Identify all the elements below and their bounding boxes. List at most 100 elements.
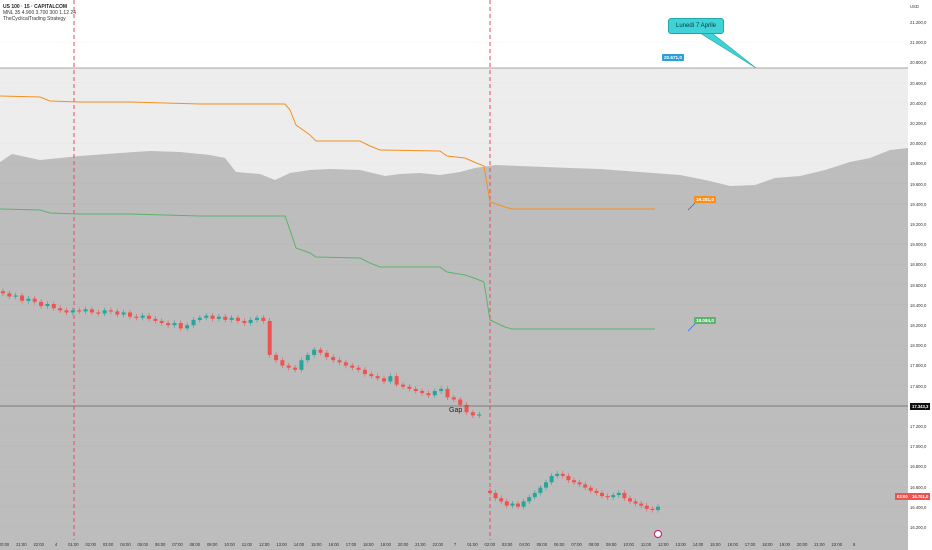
candle-body <box>532 492 537 498</box>
candle-body <box>178 323 183 329</box>
candle-body <box>622 492 627 499</box>
time-tick-label: 06:00 <box>553 542 565 547</box>
price-tick-label: 18.400,0 <box>910 302 927 308</box>
time-tick-label: 22:00 <box>432 542 443 547</box>
price-tick-label: 18.000,0 <box>910 343 927 349</box>
price-tick-label: 19.000,0 <box>910 242 927 248</box>
time-tick-label: 18:00 <box>363 542 374 547</box>
candle-body <box>20 295 25 301</box>
candle-body <box>426 393 431 396</box>
price-tick-label: 17.600,0 <box>910 383 927 389</box>
candle-body <box>350 365 355 368</box>
time-tick-label: 04:00 <box>120 542 131 547</box>
candle-body <box>121 312 126 315</box>
high-level-tag: 20.671,0 <box>662 54 684 61</box>
candle-body <box>108 310 113 312</box>
time-tick-label: 07:00 <box>172 542 183 547</box>
time-tick-label: 15:00 <box>311 542 322 547</box>
candle-body <box>77 310 82 312</box>
candle-body <box>644 505 649 509</box>
candle-body <box>128 312 132 317</box>
candle-body <box>210 315 215 319</box>
price-tick-label: 20.200,0 <box>910 121 927 126</box>
candle-body <box>305 354 310 361</box>
time-tick-label: 10:00 <box>623 542 634 547</box>
candle-body <box>45 303 50 307</box>
candle-body <box>639 503 644 506</box>
time-tick-label: 03:00 <box>102 542 114 547</box>
candle-body <box>159 320 164 324</box>
time-tick-label: 14:00 <box>293 542 305 547</box>
candle-body <box>369 374 374 377</box>
time-tick-label: 19:00 <box>779 542 790 547</box>
time-tick-label: 09:00 <box>206 542 218 547</box>
price-tick-label: 17.200,0 <box>910 424 927 429</box>
candle-body <box>32 298 37 302</box>
candle-body <box>594 490 599 493</box>
candle-body <box>445 388 450 398</box>
price-tick-label: 17.000,0 <box>910 444 927 450</box>
time-tick-label: 06:00 <box>154 542 166 547</box>
price-tick-label: 16.800,0 <box>910 464 927 470</box>
time-tick-label: 11:00 <box>640 542 652 547</box>
candle-body <box>538 487 543 493</box>
candle-body <box>229 317 234 320</box>
candle-body <box>223 316 228 320</box>
candle-body <box>616 492 621 496</box>
candle-body <box>600 492 604 497</box>
time-tick-label: 14:00 <box>692 542 704 547</box>
candle-body <box>147 315 152 319</box>
price-tick-label: 18.200,0 <box>910 323 927 328</box>
symbol-title[interactable]: US 100 · 15 · CAPITALCOM <box>3 4 68 10</box>
price-tick-label: 21.000,0 <box>910 40 927 46</box>
candle-body <box>293 367 298 370</box>
candle-body <box>504 501 509 506</box>
price-tick-label: 19.400,0 <box>910 201 927 207</box>
time-tick-label: 20:00 <box>0 542 10 547</box>
currency-label: USD <box>910 4 919 9</box>
candle-body <box>64 310 69 313</box>
candle-body <box>583 484 588 488</box>
candle-body <box>267 320 272 355</box>
candle-body <box>13 295 18 297</box>
time-tick-label: 08:00 <box>588 542 600 547</box>
strategy-name[interactable]: TheCyclicalTrading Strategy <box>3 16 66 22</box>
candle-body <box>343 362 348 366</box>
price-tick-label: 20.600,0 <box>910 80 927 86</box>
candle-body <box>628 498 632 502</box>
time-tick-label: 4 <box>54 542 58 547</box>
candle-body <box>324 352 329 358</box>
gap-label: Gap <box>449 407 463 414</box>
orange-indicator-line <box>0 95 655 210</box>
last-time-axis-tag: 03:00 <box>895 493 910 500</box>
time-tick-label: 02:00 <box>85 542 96 547</box>
candle-body <box>375 376 380 379</box>
candle-body <box>318 349 323 353</box>
candle-body <box>248 319 253 324</box>
candle-body <box>470 412 475 416</box>
indicator-params[interactable]: MNL 35 4.900 3.700 300 1.12 24 <box>3 10 76 16</box>
crosshair-marker[interactable] <box>654 530 662 538</box>
candle-body <box>510 503 515 506</box>
price-tick-label: 18.600,0 <box>910 282 927 288</box>
time-tick-label: 04:00 <box>519 542 530 547</box>
time-tick-label: 7 <box>453 542 457 547</box>
candle-body <box>477 414 482 416</box>
candle-body <box>1 291 5 294</box>
green-indicator-line <box>0 208 655 330</box>
candle-body <box>650 508 655 511</box>
candle-body <box>555 473 560 476</box>
candle-body <box>115 311 120 315</box>
price-tick-label: 17.800,0 <box>910 363 927 369</box>
price-tick-label: 20.800,0 <box>910 60 927 66</box>
candle-body <box>464 404 469 413</box>
candle-body <box>362 369 367 375</box>
candle-body <box>280 360 285 366</box>
candle-body <box>96 312 101 314</box>
candle-body <box>197 317 202 320</box>
candle-body <box>394 376 399 385</box>
time-tick-label: 09:00 <box>606 542 617 547</box>
candle-body <box>83 309 88 312</box>
